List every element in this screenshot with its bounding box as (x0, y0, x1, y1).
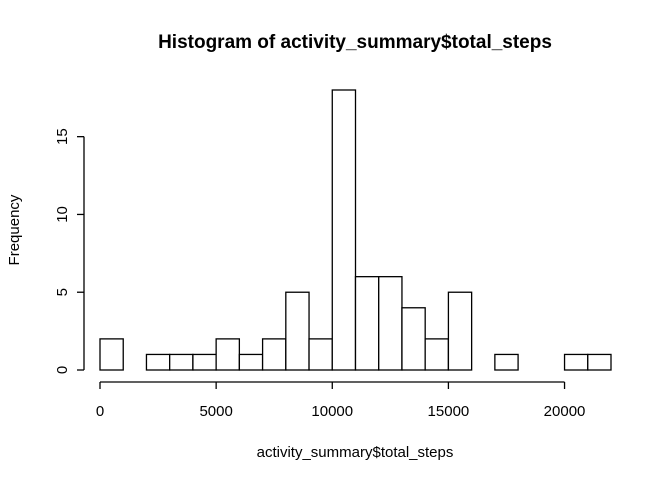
histogram-bar-10000 (331, 89, 357, 371)
histogram-bar-20000 (563, 353, 589, 371)
y-tick-label-15: 15 (54, 128, 71, 145)
histogram-bar-15000 (447, 291, 473, 371)
bars-group (99, 89, 612, 371)
histogram-bar-3000 (169, 353, 194, 371)
histogram-bar-21000 (587, 353, 612, 371)
histogram-bar-9000 (308, 338, 333, 371)
x-tick-label-5000: 5000 (199, 403, 232, 420)
histogram-bar-8000 (285, 291, 310, 371)
histogram-bar-12000 (378, 276, 403, 371)
histogram-bar-13000 (401, 307, 426, 371)
histogram-bar-6000 (238, 353, 264, 371)
histogram-bar-5000 (215, 338, 241, 371)
histogram-bar-17000 (494, 353, 519, 371)
histogram-bar-7000 (261, 338, 287, 371)
y-axis-label: Frequency (6, 194, 23, 265)
x-tick-label-0: 0 (96, 403, 104, 420)
y-tick-label-0: 0 (54, 366, 71, 374)
chart-title: Histogram of activity_summary$total_step… (158, 32, 552, 53)
histogram-bar-11000 (354, 276, 380, 371)
y-tick-label-5: 5 (54, 288, 71, 296)
x-tick-label-20000: 20000 (544, 403, 586, 420)
y-axis: 0 5 10 15 (54, 128, 85, 374)
histogram-bar-14000 (424, 338, 450, 371)
x-axis-label: activity_summary$total_steps (257, 444, 454, 461)
x-tick-label-15000: 15000 (428, 403, 470, 420)
histogram-bar-4000 (192, 353, 217, 371)
x-axis: 0 5000 10000 15000 20000 (96, 381, 586, 420)
histogram-bar-0 (99, 338, 124, 371)
y-tick-label-10: 10 (54, 206, 71, 223)
x-tick-label-10000: 10000 (311, 403, 353, 420)
histogram-bar-2000 (145, 353, 171, 371)
